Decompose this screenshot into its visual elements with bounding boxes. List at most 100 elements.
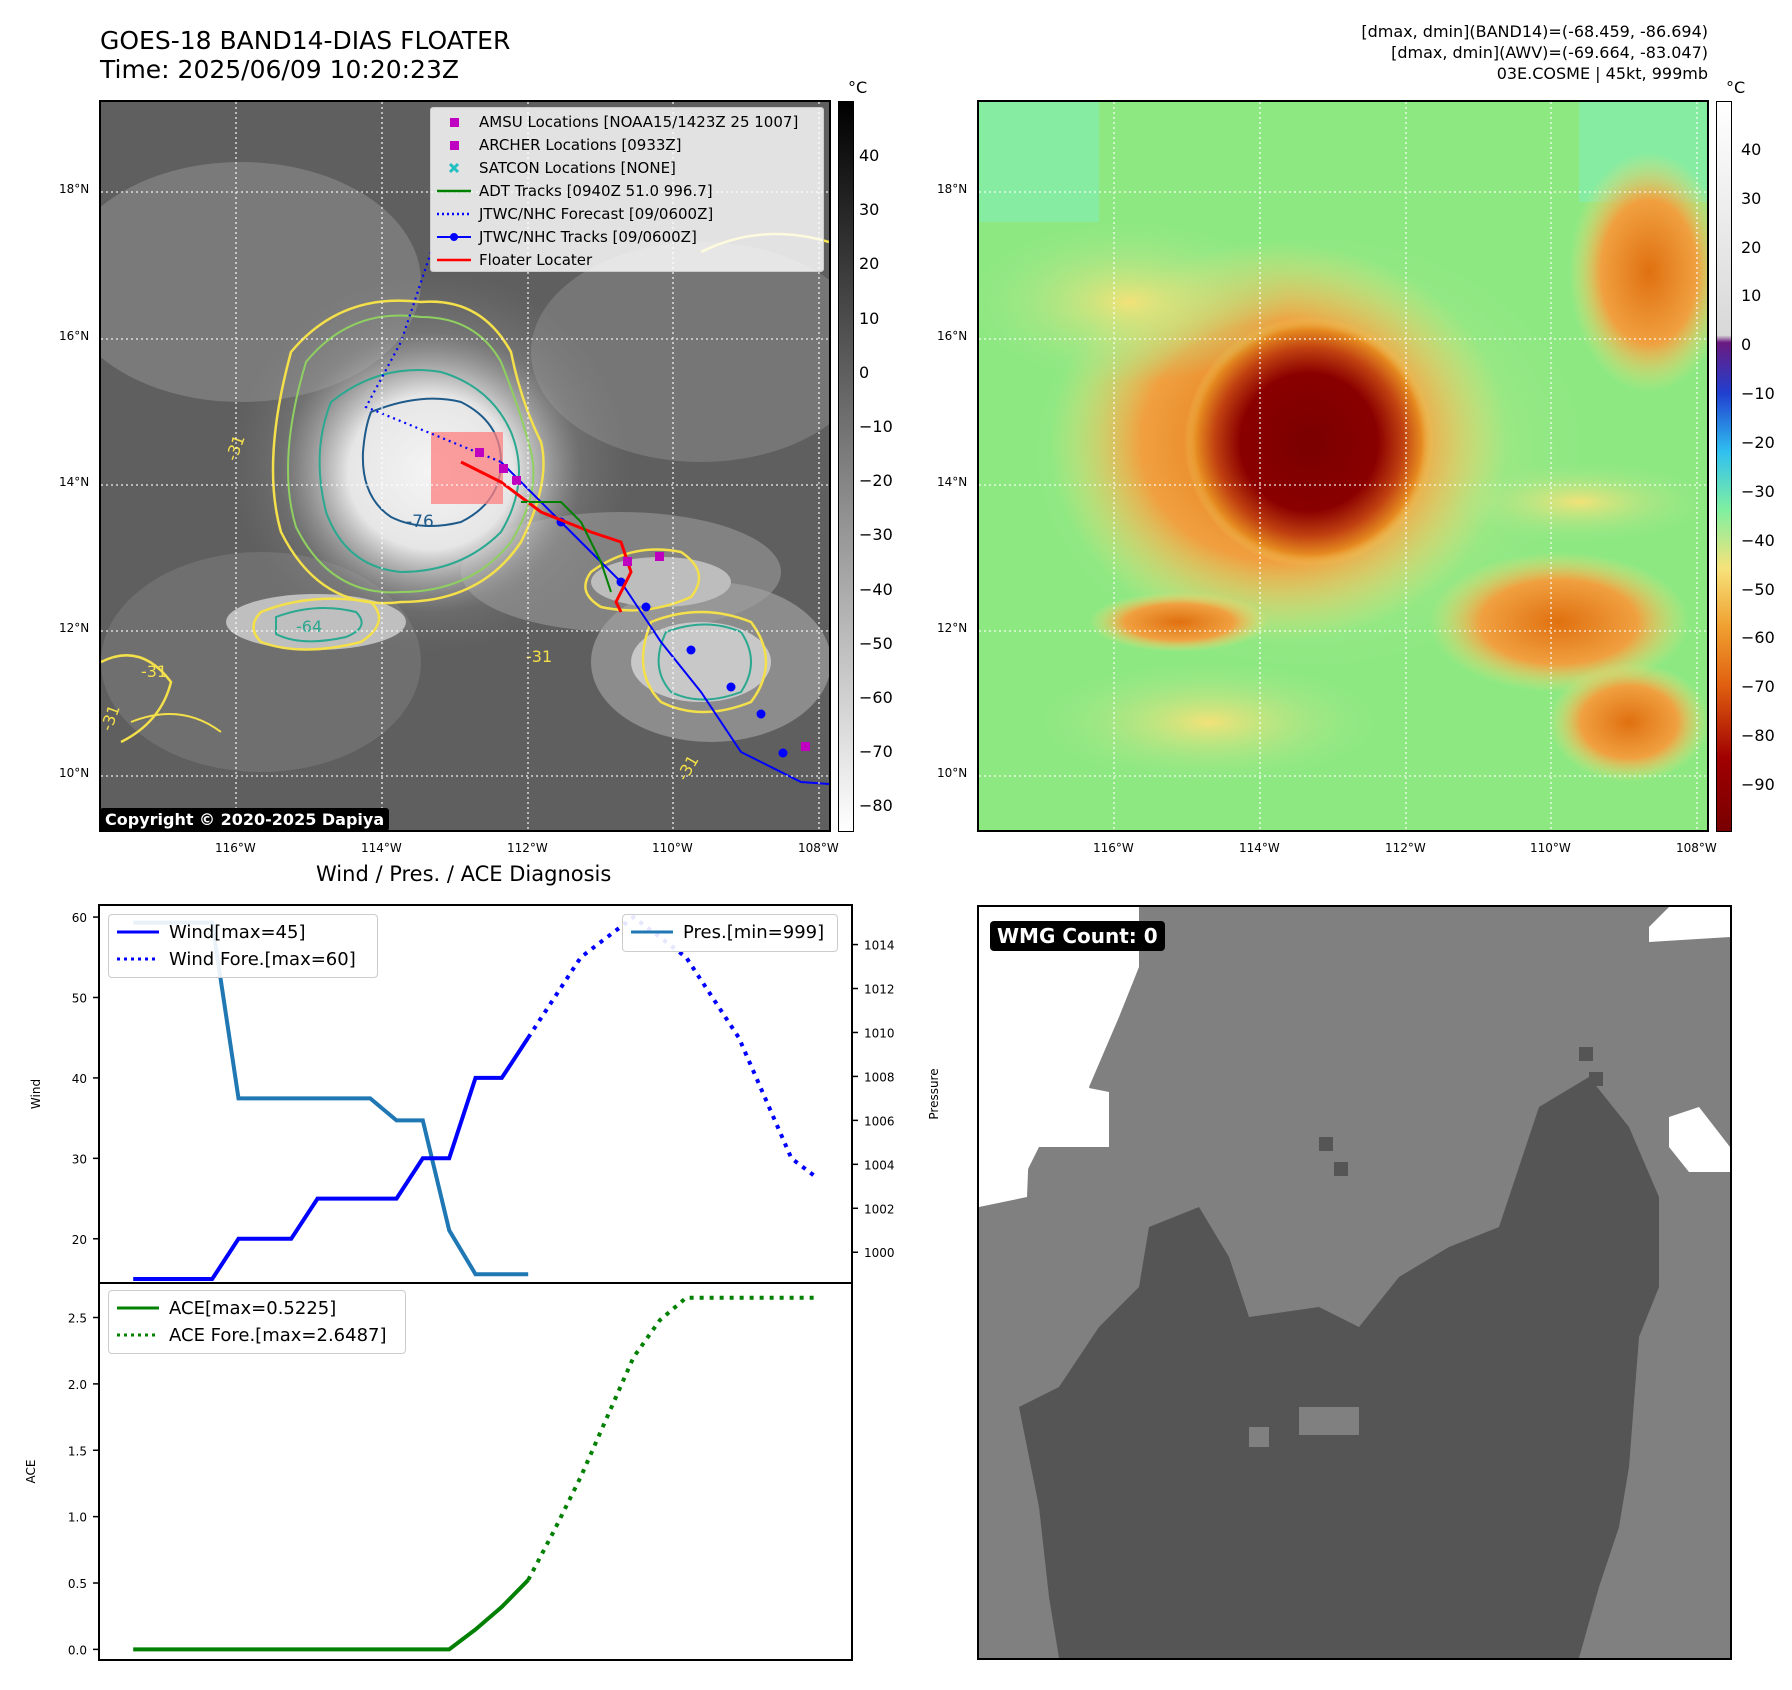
wind-ytick-label: 20 <box>72 1233 87 1247</box>
lon-tick-label: 114°W <box>361 841 402 855</box>
magenta-square-icon <box>437 111 471 134</box>
ir-colorbar <box>838 101 854 832</box>
diagnosis-charts: 20 30 40 50 60 1000 1002 1004 1006 1008 1010 1012 10… <box>24 904 941 1661</box>
wind-forecast-series-line <box>526 914 820 1180</box>
lon-tick-label: 116°W <box>215 841 256 855</box>
wmg-count-badge: WMG Count: 0 <box>990 921 1165 951</box>
lat-tick-label: 12°N <box>59 621 90 635</box>
lon-tick-label: 112°W <box>1385 841 1426 855</box>
ir-colorbar-tick: −30 <box>859 525 893 545</box>
lat-tick-label: 10°N <box>59 766 90 780</box>
ir-colorbar-tick: 10 <box>859 308 880 328</box>
wind-ytick-label: 30 <box>72 1152 87 1166</box>
cyan-x-icon <box>437 157 471 180</box>
awv-map-image <box>979 102 1707 830</box>
ace-legend: ACE[max=0.5225] ACE Fore.[max=2.6487] <box>108 1290 406 1354</box>
blue-line-icon <box>115 919 161 946</box>
contour-label: -31 <box>141 662 167 681</box>
legend-item-amsu: AMSU Locations [NOAA15/1423Z 25 1007] <box>431 111 823 134</box>
lat-tick-label: 18°N <box>59 182 90 196</box>
pressure-ytick-label: 1004 <box>864 1158 895 1172</box>
pressure-ytick-label: 1010 <box>864 1026 895 1040</box>
lon-tick-label: 114°W <box>1239 841 1280 855</box>
ir-colorbar-tick: −50 <box>859 633 893 653</box>
title-product: GOES-18 BAND14-DIAS FLOATER <box>100 26 511 55</box>
title-time: Time: 2025/06/09 10:20:23Z <box>100 55 459 84</box>
awv-colorbar-tick: −30 <box>1741 481 1775 501</box>
legend-item-wind: Wind[max=45] <box>109 919 377 946</box>
awv-colorbar-tick: −60 <box>1741 628 1775 648</box>
legend-item-wind-forecast: Wind Fore.[max=60] <box>109 946 377 973</box>
pressure-legend: Pres.[min=999] <box>622 914 838 952</box>
green-line-icon <box>115 1295 161 1322</box>
lat-tick-label: 14°N <box>937 475 968 489</box>
red-line-icon <box>437 249 471 272</box>
lat-tick-label: 16°N <box>937 329 968 343</box>
ace-chart: 0.0 0.5 1.0 1.5 2.0 2.5 ACE <box>24 1282 853 1661</box>
legend-item-pressure: Pres.[min=999] <box>623 919 837 946</box>
wind-ytick-label: 40 <box>72 1072 87 1086</box>
ir-colorbar-tick: −10 <box>859 417 893 436</box>
lat-tick-label: 14°N <box>59 475 90 489</box>
awv-colorbar <box>1716 101 1732 832</box>
ir-colorbar-tick: −40 <box>859 579 893 599</box>
pressure-ytick-label: 1014 <box>864 939 895 953</box>
awv-colorbar-tick: 40 <box>1741 140 1762 159</box>
lon-tick-label: 110°W <box>1530 841 1571 855</box>
ir-legend: AMSU Locations [NOAA15/1423Z 25 1007] AR… <box>430 107 824 272</box>
diagnosis-title: Wind / Pres. / ACE Diagnosis <box>316 862 612 886</box>
lat-tick-label: 18°N <box>937 182 968 196</box>
lat-tick-label: 12°N <box>937 621 968 635</box>
contour-label: -76 <box>406 512 434 532</box>
wind-ytick-label: 60 <box>72 911 87 925</box>
awv-colorbar-tick: 30 <box>1741 188 1762 208</box>
pressure-ytick-label: 1002 <box>864 1202 895 1216</box>
awv-map-panel <box>977 100 1709 832</box>
contour-label: -64 <box>296 617 322 636</box>
awv-colorbar-tick: 0 <box>1741 335 1752 354</box>
awv-colorbar-tick: 10 <box>1741 286 1762 306</box>
ace-ytick-label: 0.0 <box>68 1643 87 1657</box>
pressure-axis-label: Pressure <box>927 1068 941 1119</box>
pressure-ytick-label: 1006 <box>864 1114 895 1128</box>
info-band14-range: [dmax, dmin](BAND14)=(-68.459, -86.694) <box>1361 22 1708 41</box>
ir-map-panel: -31 -76 -64 -31 -31 -31 -31 <box>99 100 831 832</box>
ace-ytick-label: 0.5 <box>68 1577 87 1591</box>
ace-forecast-series-line <box>526 1295 818 1581</box>
awv-colorbar-tick: −90 <box>1741 775 1775 795</box>
awv-colorbar-tick: −40 <box>1741 530 1775 550</box>
green-dotted-line-icon <box>115 1322 161 1349</box>
ir-colorbar-tick: 0 <box>859 362 870 382</box>
blue-dotted-line-icon <box>437 203 471 226</box>
steelblue-line-icon <box>629 919 675 946</box>
ace-ytick-label: 2.5 <box>68 1312 87 1326</box>
ir-colorbar-tick: −60 <box>859 688 893 707</box>
lon-tick-label: 108°W <box>798 841 839 855</box>
blue-line-dot-icon <box>437 226 471 249</box>
green-line-icon <box>437 180 471 203</box>
ir-colorbar-tick: −80 <box>859 796 893 816</box>
wind-ytick-label: 50 <box>72 991 87 1005</box>
ace-ytick-label: 2.0 <box>68 1378 87 1392</box>
contour-label: -31 <box>526 647 552 666</box>
pressure-ytick-label: 1012 <box>864 983 895 997</box>
ir-colorbar-tick: −70 <box>859 742 893 762</box>
ir-colorbar-tick: 30 <box>859 200 880 220</box>
legend-item-satcon: SATCON Locations [NONE] <box>431 157 823 180</box>
wind-series-line <box>133 1036 530 1281</box>
ir-colorbar-unit: °C <box>848 78 868 97</box>
legend-item-archer: ARCHER Locations [0933Z] <box>431 134 823 157</box>
magenta-square-icon <box>437 134 471 157</box>
lon-tick-label: 110°W <box>652 841 693 855</box>
wind-legend: Wind[max=45] Wind Fore.[max=60] <box>108 914 378 978</box>
legend-item-ace: ACE[max=0.5225] <box>109 1295 405 1322</box>
ace-ytick-label: 1.5 <box>68 1444 87 1458</box>
info-awv-range: [dmax, dmin](AWV)=(-69.664, -83.047) <box>1391 43 1708 62</box>
wmg-image <box>979 907 1730 1658</box>
legend-item-forecast: JTWC/NHC Forecast [09/0600Z] <box>431 203 823 226</box>
blue-dotted-line-icon <box>115 946 161 973</box>
awv-colorbar-tick: −80 <box>1741 726 1775 746</box>
lon-tick-label: 108°W <box>1676 841 1717 855</box>
copyright-badge: Copyright © 2020-2025 Dapiya <box>100 808 390 831</box>
ace-chart-frame <box>98 1282 853 1661</box>
